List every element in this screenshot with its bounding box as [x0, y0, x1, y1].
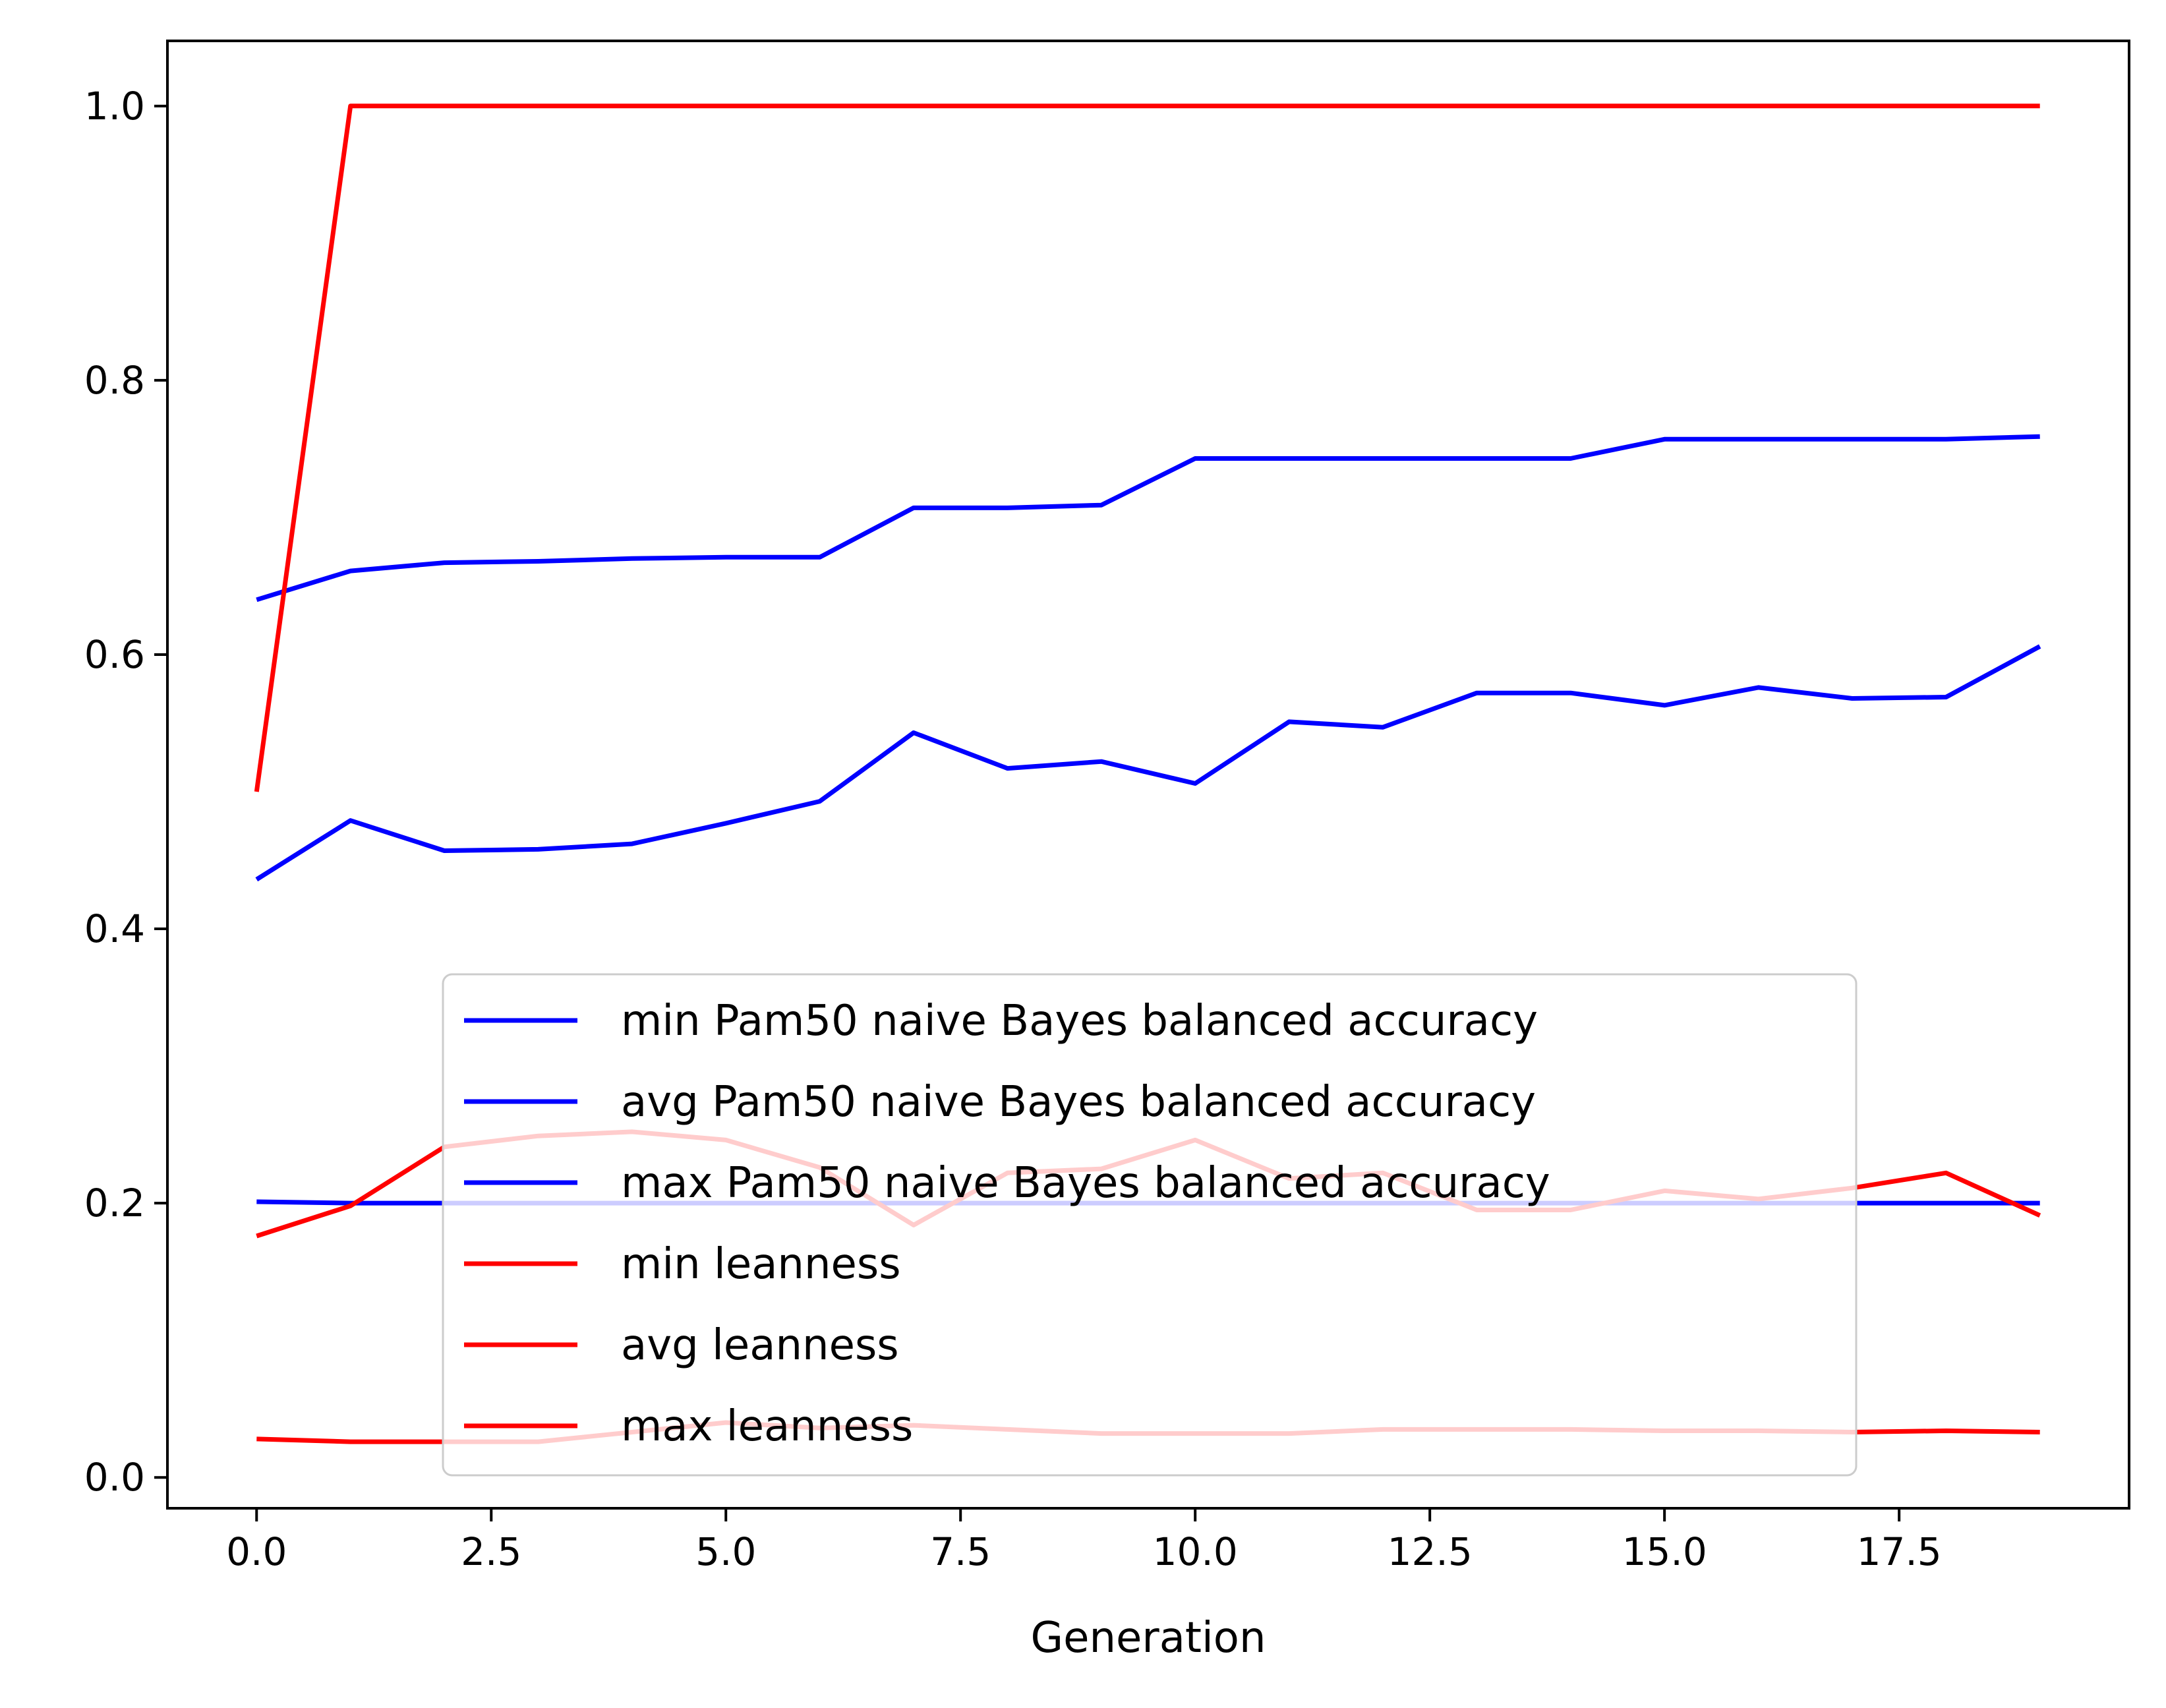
legend-label-3: min leanness — [621, 1240, 901, 1289]
x-tick-label: 15.0 — [1622, 1529, 1707, 1574]
x-tick-label: 5.0 — [695, 1529, 756, 1574]
legend: min Pam50 naive Bayes balanced accuracy a… — [442, 973, 1858, 1477]
y-tick-label: 0.8 — [84, 358, 145, 403]
y-tick-label: 0.0 — [84, 1455, 145, 1500]
y-tick-label: 0.2 — [84, 1181, 145, 1225]
legend-label-0: min Pam50 naive Bayes balanced accuracy — [621, 997, 1538, 1045]
y-axis: 0.0 0.2 0.4 0.6 0.8 1.0 — [84, 84, 167, 1500]
x-tick-label: 7.5 — [930, 1529, 991, 1574]
x-tick-label: 2.5 — [461, 1529, 521, 1574]
legend-label-2: max Pam50 naive Bayes balanced accuracy — [621, 1159, 1550, 1208]
x-tick-label: 0.0 — [226, 1529, 287, 1574]
x-tick-label: 12.5 — [1388, 1529, 1473, 1574]
y-tick-label: 0.4 — [84, 906, 145, 951]
legend-box — [442, 973, 1858, 1477]
x-axis-label: Generation — [1030, 1614, 1266, 1663]
legend-label-5: max leanness — [621, 1402, 913, 1451]
legend-label-4: avg leanness — [621, 1321, 899, 1370]
series-line-1 — [255, 644, 2041, 882]
y-tick-label: 0.6 — [84, 632, 145, 677]
x-axis: 0.0 2.5 5.0 7.5 10.0 12.5 15.0 17.5 — [226, 1508, 1942, 1574]
x-tick-label: 17.5 — [1857, 1529, 1942, 1574]
x-tick-label: 10.0 — [1153, 1529, 1238, 1574]
series-line-2 — [256, 434, 2040, 603]
plot-frame — [166, 40, 2130, 1510]
series-line-5 — [254, 103, 2040, 792]
legend-label-1: avg Pam50 naive Bayes balanced accuracy — [621, 1078, 1536, 1127]
y-tick-label: 1.0 — [84, 84, 145, 129]
